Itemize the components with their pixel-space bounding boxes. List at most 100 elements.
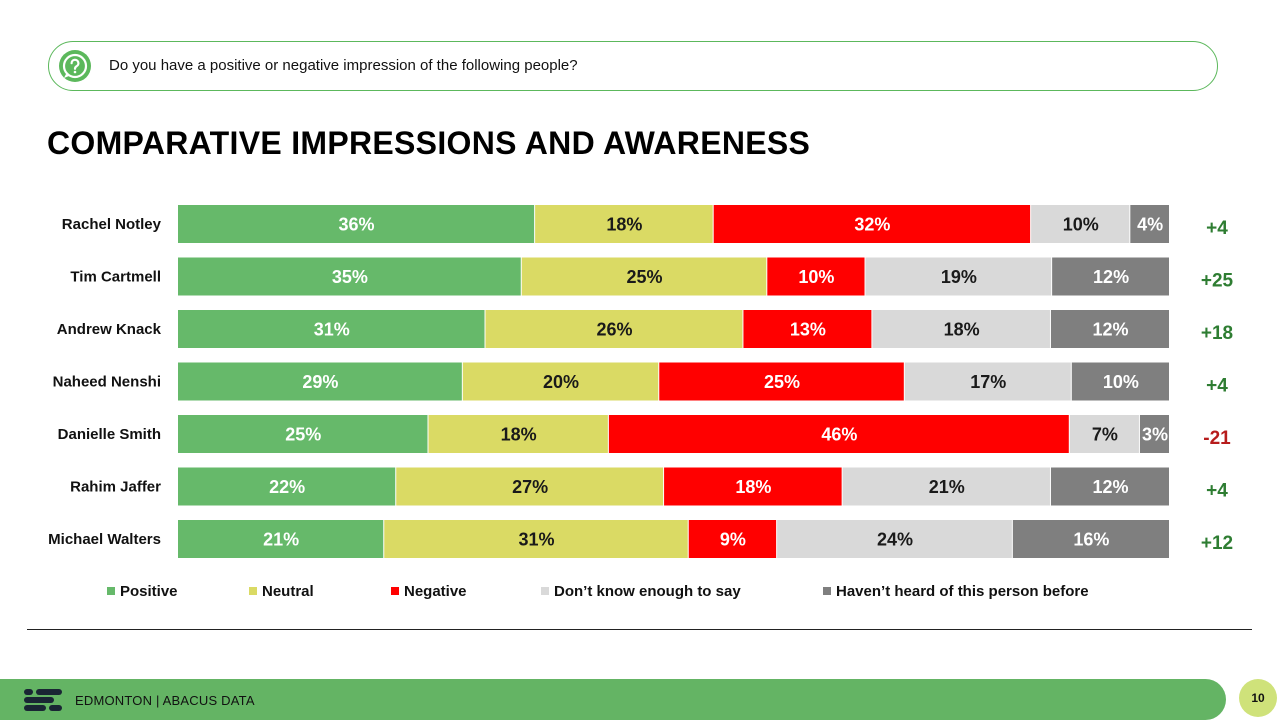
- net-score-andrew-knack: +18: [1201, 323, 1233, 344]
- data-label-haven-t-heard-of-this-person-before-tim-cartmell: 12%: [1093, 267, 1129, 287]
- net-score-rachel-notley: +4: [1206, 218, 1228, 239]
- category-label-danielle-smith: Danielle Smith: [58, 426, 161, 443]
- data-label-neutral-michael-walters: 31%: [518, 530, 554, 550]
- bar-positive-tim-cartmell: [178, 257, 521, 296]
- legend-label-haven-t-heard-of-this-person-before: Haven’t heard of this person before: [836, 583, 1089, 600]
- bar-positive-naheed-nenshi: [178, 362, 462, 401]
- data-label-negative-rahim-jaffer: 18%: [735, 477, 771, 497]
- legend-label-don-t-know-enough-to-say: Don’t know enough to say: [554, 583, 741, 600]
- legend-label-neutral: Neutral: [262, 583, 314, 600]
- bar-don-t-know-enough-to-say-andrew-knack: [872, 310, 1050, 348]
- legend-swatch-neutral: [249, 587, 257, 595]
- bar-neutral-rahim-jaffer: [396, 467, 664, 506]
- bar-don-t-know-enough-to-say-tim-cartmell: [865, 257, 1052, 296]
- bar-haven-t-heard-of-this-person-before-naheed-nenshi: [1071, 362, 1169, 401]
- legend-swatch-don-t-know-enough-to-say: [541, 587, 549, 595]
- data-label-positive-michael-walters: 21%: [263, 530, 299, 550]
- bar-don-t-know-enough-to-say-michael-walters: [777, 520, 1012, 558]
- legend-swatch-positive: [107, 587, 115, 595]
- bar-haven-t-heard-of-this-person-before-andrew-knack: [1050, 310, 1169, 348]
- page-number-badge: 10: [1239, 679, 1277, 717]
- category-label-michael-walters: Michael Walters: [48, 531, 161, 548]
- bar-positive-michael-walters: [178, 520, 384, 558]
- data-label-neutral-tim-cartmell: 25%: [627, 267, 663, 287]
- bar-haven-t-heard-of-this-person-before-danielle-smith: [1139, 415, 1169, 453]
- bar-neutral-tim-cartmell: [521, 257, 767, 296]
- data-label-positive-naheed-nenshi: 29%: [302, 372, 338, 392]
- page-title: COMPARATIVE IMPRESSIONS AND AWARENESS: [47, 125, 811, 161]
- data-label-positive-andrew-knack: 31%: [314, 320, 350, 340]
- data-label-haven-t-heard-of-this-person-before-andrew-knack: 12%: [1092, 320, 1128, 340]
- category-label-naheed-nenshi: Naheed Nenshi: [53, 374, 161, 391]
- data-label-don-t-know-enough-to-say-rahim-jaffer: 21%: [929, 477, 965, 497]
- data-label-don-t-know-enough-to-say-andrew-knack: 18%: [944, 320, 980, 340]
- bar-don-t-know-enough-to-say-danielle-smith: [1069, 415, 1139, 453]
- data-label-neutral-rachel-notley: 18%: [606, 215, 642, 235]
- data-label-don-t-know-enough-to-say-tim-cartmell: 19%: [941, 267, 977, 287]
- category-label-andrew-knack: Andrew Knack: [57, 321, 162, 338]
- bar-haven-t-heard-of-this-person-before-michael-walters: [1012, 520, 1169, 558]
- bar-positive-rahim-jaffer: [178, 467, 396, 506]
- question-circle-icon: [59, 50, 91, 82]
- data-label-negative-rachel-notley: 32%: [854, 215, 890, 235]
- data-label-haven-t-heard-of-this-person-before-rachel-notley: 4%: [1137, 215, 1163, 235]
- data-label-negative-andrew-knack: 13%: [790, 320, 826, 340]
- bar-positive-rachel-notley: [178, 205, 535, 243]
- question-text: Do you have a positive or negative impre…: [109, 57, 578, 74]
- data-label-haven-t-heard-of-this-person-before-naheed-nenshi: 10%: [1103, 372, 1139, 392]
- stacked-bar-chart: Rachel Notley 36% 18% 32% 10% 4% +4 Tim Cartmel…: [48, 205, 1234, 600]
- net-score-rahim-jaffer: +4: [1206, 481, 1228, 502]
- bar-negative-andrew-knack: [743, 310, 872, 348]
- bar-haven-t-heard-of-this-person-before-rahim-jaffer: [1050, 467, 1169, 506]
- bar-positive-danielle-smith: [178, 415, 428, 453]
- net-score-tim-cartmell: +25: [1201, 271, 1234, 292]
- data-label-neutral-naheed-nenshi: 20%: [543, 372, 579, 392]
- data-label-negative-tim-cartmell: 10%: [798, 267, 834, 287]
- bar-negative-danielle-smith: [608, 415, 1069, 453]
- divider: [27, 629, 1252, 630]
- bar-neutral-danielle-smith: [428, 415, 608, 453]
- footer-bar: EDMONTON | ABACUS DATA: [0, 679, 1226, 720]
- category-label-rahim-jaffer: Rahim Jaffer: [70, 479, 161, 496]
- question-box: Do you have a positive or negative impre…: [48, 41, 1218, 91]
- bar-negative-rachel-notley: [713, 205, 1031, 243]
- data-label-neutral-rahim-jaffer: 27%: [512, 477, 548, 497]
- bar-negative-naheed-nenshi: [659, 362, 904, 401]
- data-label-don-t-know-enough-to-say-danielle-smith: 7%: [1092, 425, 1118, 445]
- bar-neutral-michael-walters: [384, 520, 688, 558]
- bar-haven-t-heard-of-this-person-before-rachel-notley: [1130, 205, 1169, 243]
- bar-negative-tim-cartmell: [767, 257, 865, 296]
- bar-don-t-know-enough-to-say-rahim-jaffer: [842, 467, 1050, 506]
- bar-neutral-rachel-notley: [535, 205, 713, 243]
- bar-don-t-know-enough-to-say-naheed-nenshi: [904, 362, 1071, 401]
- data-label-haven-t-heard-of-this-person-before-danielle-smith: 3%: [1142, 425, 1168, 445]
- bar-haven-t-heard-of-this-person-before-tim-cartmell: [1052, 257, 1169, 296]
- category-label-rachel-notley: Rachel Notley: [62, 216, 162, 233]
- data-label-negative-michael-walters: 9%: [720, 530, 746, 550]
- net-score-michael-walters: +12: [1201, 533, 1233, 554]
- data-label-negative-danielle-smith: 46%: [821, 425, 857, 445]
- abacus-logo-icon: [24, 688, 64, 717]
- legend-label-positive: Positive: [120, 583, 178, 600]
- data-label-neutral-danielle-smith: 18%: [501, 425, 537, 445]
- bar-neutral-naheed-nenshi: [462, 362, 659, 401]
- data-label-positive-tim-cartmell: 35%: [332, 267, 368, 287]
- data-label-haven-t-heard-of-this-person-before-rahim-jaffer: 12%: [1092, 477, 1128, 497]
- legend-swatch-negative: [391, 587, 399, 595]
- net-score-danielle-smith: -21: [1203, 428, 1231, 449]
- bar-negative-michael-walters: [688, 520, 777, 558]
- legend-swatch-haven-t-heard-of-this-person-before: [823, 587, 831, 595]
- legend-label-negative: Negative: [404, 583, 467, 600]
- data-label-positive-rahim-jaffer: 22%: [269, 477, 305, 497]
- bar-positive-andrew-knack: [178, 310, 485, 348]
- data-label-positive-danielle-smith: 25%: [285, 425, 321, 445]
- page-number: 10: [1251, 691, 1265, 705]
- footer-label: EDMONTON | ABACUS DATA: [75, 693, 255, 708]
- data-label-negative-naheed-nenshi: 25%: [764, 372, 800, 392]
- net-score-naheed-nenshi: +4: [1206, 376, 1228, 397]
- data-label-don-t-know-enough-to-say-naheed-nenshi: 17%: [970, 372, 1006, 392]
- bar-negative-rahim-jaffer: [664, 467, 842, 506]
- category-label-tim-cartmell: Tim Cartmell: [70, 269, 161, 286]
- data-label-haven-t-heard-of-this-person-before-michael-walters: 16%: [1073, 530, 1109, 550]
- bar-neutral-andrew-knack: [485, 310, 743, 348]
